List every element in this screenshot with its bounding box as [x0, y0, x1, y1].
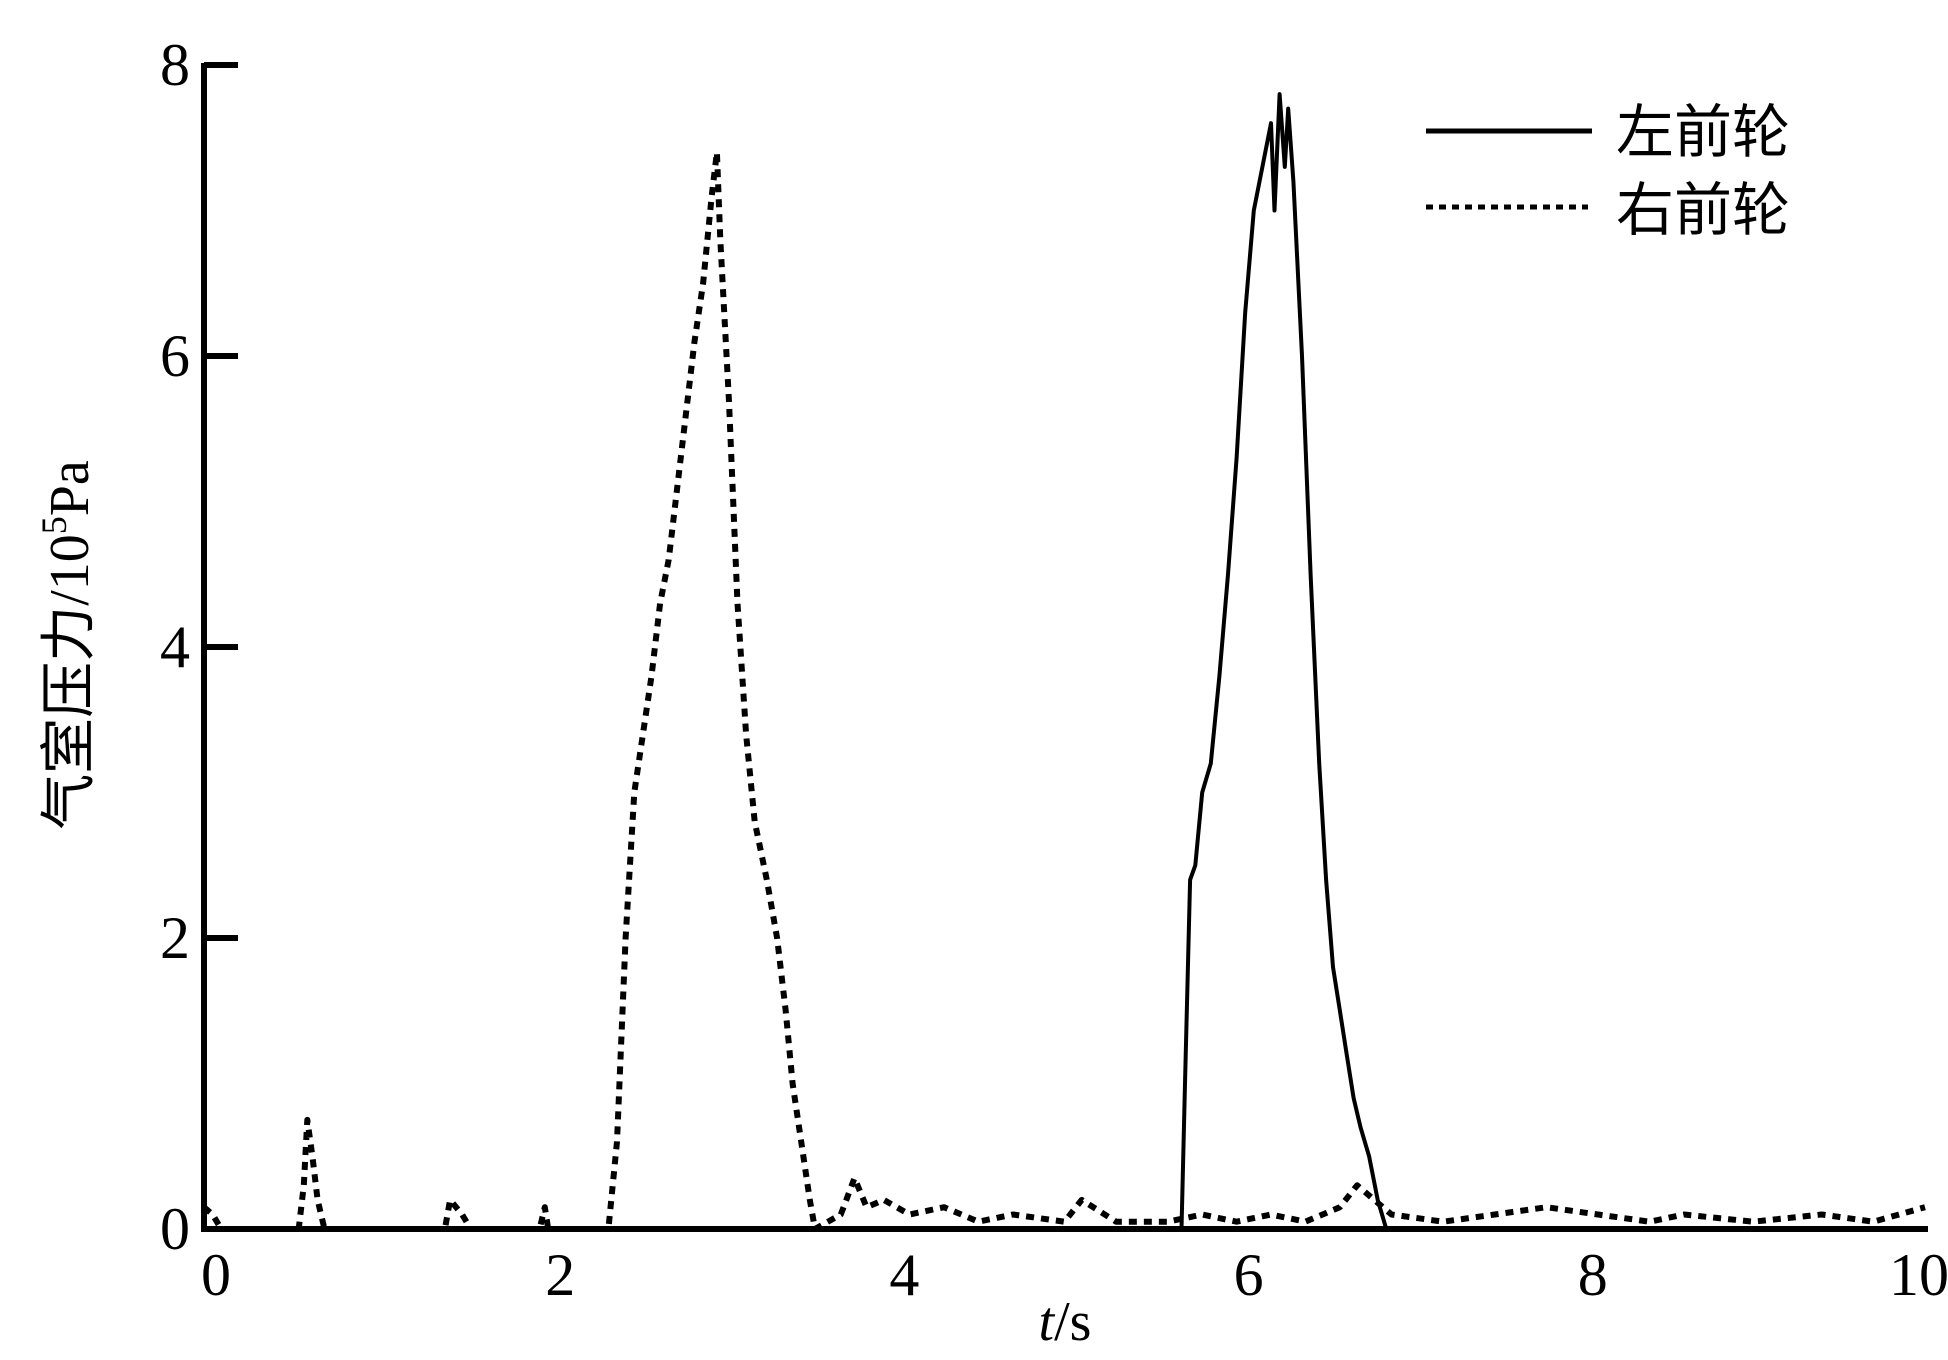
legend-label-left-front: 左前轮	[1616, 98, 1790, 166]
y-tick-label: 2	[160, 905, 190, 971]
x-axis-label-var: t	[1039, 1291, 1056, 1353]
y-axis-label-main: 气室压力/10	[39, 534, 101, 830]
legend: 左前轮 右前轮	[1426, 98, 1790, 244]
y-tick-label: 6	[160, 323, 190, 389]
x-tick-label: 2	[545, 1242, 575, 1308]
ticks: 0 2 4 6 8 0 2 4 6 8 10	[160, 32, 1948, 1308]
x-tick-label: 4	[889, 1242, 919, 1308]
y-axis-label: 气室压力/105Pa	[34, 460, 101, 830]
x-axis-label-unit: /s	[1054, 1291, 1091, 1353]
x-tick-label: 10	[1889, 1242, 1948, 1308]
x-tick-label: 8	[1578, 1242, 1608, 1308]
y-axis-label-unit: Pa	[39, 460, 101, 516]
plot-lines	[202, 92, 1926, 1232]
x-tick-label: 6	[1234, 1242, 1264, 1308]
y-tick-label: 4	[160, 614, 190, 680]
x-axis-label: t/s	[1039, 1291, 1092, 1353]
y-axis-label-sup: 5	[34, 516, 74, 534]
series-line-left-front	[204, 92, 1925, 1231]
legend-label-right-front: 右前轮	[1616, 176, 1790, 244]
y-tick-label: 8	[160, 32, 190, 98]
y-tick-label: 0	[160, 1196, 190, 1262]
series-line-right-front	[202, 149, 1926, 1232]
x-tick-label: 0	[201, 1242, 231, 1308]
